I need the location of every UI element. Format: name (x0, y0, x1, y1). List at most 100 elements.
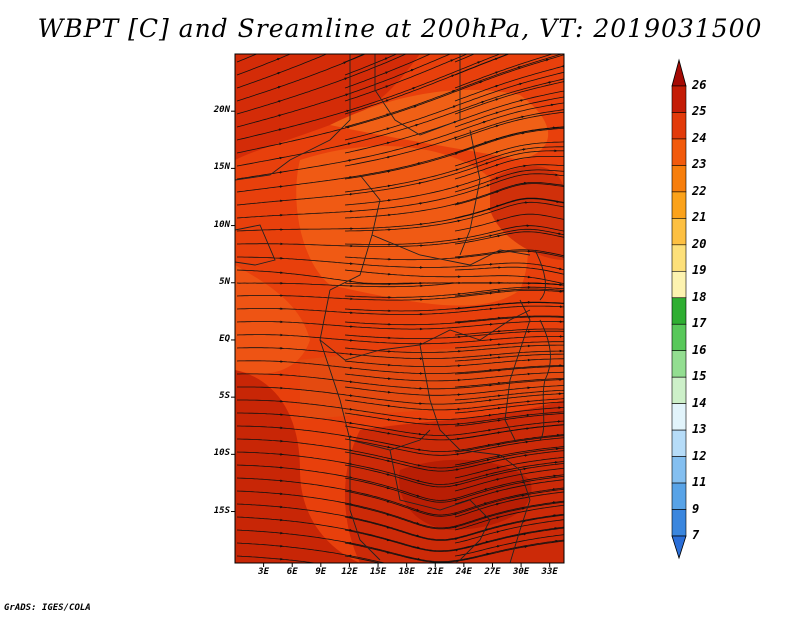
streamline-arrow (455, 168, 460, 172)
colorbar-label: 11 (692, 475, 707, 490)
streamline-arrow (342, 61, 347, 65)
streamline-arrow (417, 463, 422, 467)
field-region-light-north (330, 89, 549, 160)
colorbar-swatch (671, 270, 687, 299)
colorbar-label: 12 (692, 448, 707, 463)
colorbar-swatch (671, 403, 687, 431)
streamline (236, 451, 564, 485)
lon-tick-label: 18E (398, 567, 415, 577)
streamline-arrow (346, 126, 351, 129)
streamline-arrow (495, 164, 500, 167)
colorbar-label: 24 (692, 130, 707, 145)
streamline (454, 111, 564, 141)
streamline (236, 198, 564, 232)
streamline (454, 479, 564, 505)
lon-tick-label: 15E (369, 567, 387, 577)
colorbar-swatch (671, 244, 687, 272)
streamline-arrow (495, 190, 500, 194)
streamline (455, 282, 564, 286)
streamline-arrow (455, 185, 460, 188)
streamline-arrow (485, 540, 490, 544)
streamline (236, 78, 564, 167)
streamline-arrow (451, 90, 456, 93)
streamline-arrow (415, 522, 420, 525)
axis-ticks (231, 110, 551, 567)
streamline-arrow (495, 503, 500, 506)
colorbar-label: 7 (692, 528, 700, 542)
streamline-arrow (480, 100, 485, 104)
streamline (236, 464, 564, 501)
streamline-arrow (278, 128, 283, 131)
streamline (454, 54, 554, 89)
streamline (236, 503, 564, 541)
colorbar-swatch (671, 509, 687, 537)
lat-tick-label: 15S (213, 505, 230, 516)
streamline (236, 54, 367, 102)
colorbar-label: 15 (692, 369, 707, 384)
streamline (237, 386, 564, 405)
streamline-arrow (385, 99, 390, 102)
streamline (454, 456, 564, 479)
streamline-arrow (495, 111, 500, 115)
streamline (344, 54, 563, 128)
streamline (237, 399, 564, 420)
streamline-arrow (494, 85, 499, 88)
field-region-dark-east (490, 166, 564, 260)
streamline (344, 54, 398, 76)
colorbar-label: 26 (692, 78, 707, 92)
streamline (454, 288, 564, 297)
streamline-arrow (487, 208, 492, 211)
colorbar-label: 9 (692, 501, 700, 516)
lat-tick-label: 15N (213, 162, 230, 173)
streamline-arrow (454, 483, 459, 487)
streamline-arrow (456, 219, 461, 223)
streamline (237, 373, 564, 390)
lat-tick-label: 5N (219, 276, 230, 287)
streamline-arrow (452, 105, 457, 108)
streamline-arrow (277, 114, 282, 117)
streamline-arrow (496, 545, 501, 548)
streamline-arrow (517, 66, 522, 69)
colorbar-swatch (671, 376, 687, 404)
streamline (454, 378, 564, 388)
streamline-arrow (384, 85, 389, 88)
streamline-arrow (488, 234, 493, 238)
streamline (236, 173, 564, 219)
colorbar-label: 25 (692, 104, 707, 119)
streamline (344, 555, 382, 563)
streamline-arrow (414, 124, 419, 127)
streamline-arrow (518, 82, 523, 86)
streamline (236, 54, 258, 63)
streamline-arrow (495, 478, 500, 481)
streamline-arrow (449, 59, 454, 62)
streamline-arrow (415, 534, 421, 537)
streamline-arrow (495, 530, 501, 534)
streamline-arrow (495, 204, 500, 208)
field-region-dark-north (235, 54, 420, 160)
streamline-arrow (416, 546, 421, 549)
streamline-arrow (386, 500, 391, 503)
streamline (454, 519, 564, 544)
streamline-arrow (450, 74, 455, 78)
streamline-arrow (485, 473, 490, 477)
streamline-arrow (348, 515, 353, 519)
streamline-arrow (483, 515, 488, 519)
streamline-arrow (561, 50, 563, 51)
streamline-arrow (276, 72, 281, 75)
streamline (454, 183, 564, 206)
streamline-arrow (386, 156, 391, 159)
colorbar-swatch (671, 429, 687, 457)
streamline (454, 365, 564, 375)
field-region-dark-south (235, 370, 360, 563)
lat-tick-label: 20N (213, 105, 230, 116)
streamline (344, 54, 432, 89)
streamline-arrow (416, 494, 421, 497)
streamline-arrow (483, 502, 488, 505)
colorbar-label: 17 (692, 316, 707, 331)
streamline (454, 467, 564, 492)
streamline-arrow (454, 499, 459, 502)
streamline (236, 321, 564, 330)
colorbar-bottom-arrow (671, 535, 687, 560)
streamline-arrow (485, 552, 490, 556)
